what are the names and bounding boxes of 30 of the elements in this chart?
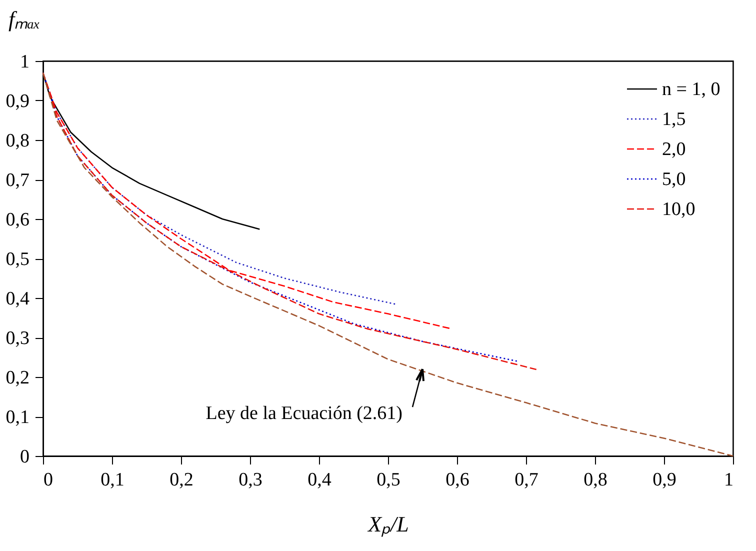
annotation: Ley de la Ecuación (2.61) bbox=[206, 403, 402, 424]
y-tick-label: 0 bbox=[20, 446, 30, 468]
y-tick-label: 0,8 bbox=[6, 130, 30, 152]
legend-label: 10,0 bbox=[662, 199, 696, 220]
y-tick-label: 1 bbox=[20, 52, 30, 72]
legend-label: 5,0 bbox=[662, 169, 686, 190]
legend-label: 1,5 bbox=[662, 109, 686, 130]
x-tick-label: 0,4 bbox=[308, 470, 332, 490]
y-tick-label: 0,7 bbox=[6, 170, 30, 191]
x-tick-label: 0,9 bbox=[652, 470, 676, 490]
x-tick-label: 0,7 bbox=[514, 470, 538, 490]
legend-label: n = 1, 0 bbox=[662, 79, 720, 100]
y-tick-label: 0,5 bbox=[6, 249, 30, 270]
y-tick-label: 0,1 bbox=[6, 407, 30, 428]
x-tick-label: 1 bbox=[724, 470, 734, 490]
x-tick-label: 0,3 bbox=[238, 470, 262, 490]
y-tick-label: 0,6 bbox=[6, 210, 30, 230]
y-tick-label: 0,9 bbox=[6, 91, 30, 112]
y-tick-label: 0,3 bbox=[6, 328, 30, 349]
x-tick-label: 0,6 bbox=[446, 470, 470, 490]
x-tick-label: 0,5 bbox=[376, 470, 400, 490]
legend-label: 2,0 bbox=[662, 139, 686, 160]
x-axis-title: Xₚ/L bbox=[367, 512, 409, 538]
x-tick-label: 0,8 bbox=[584, 470, 608, 490]
y-tick-label: 0,2 bbox=[6, 368, 30, 388]
y-axis-title: fₘₐₓ bbox=[8, 6, 40, 32]
x-tick-label: 0,1 bbox=[100, 470, 124, 490]
x-tick-label: 0 bbox=[44, 470, 53, 490]
y-tick-label: 0,4 bbox=[6, 288, 30, 310]
x-tick-label: 0,2 bbox=[170, 470, 194, 490]
